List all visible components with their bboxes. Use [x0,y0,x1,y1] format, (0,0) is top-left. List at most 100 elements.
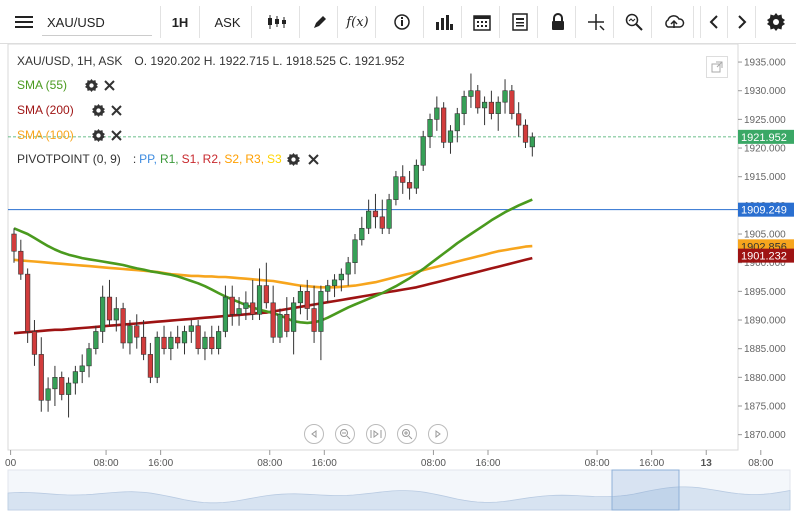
candle-body [188,325,194,332]
navigator-window [611,469,680,511]
timeframe-button[interactable]: 1H [160,6,200,38]
symbol-input[interactable]: XAU/USD [42,12,152,36]
scroll-right-button[interactable] [728,6,756,38]
sma100-line [13,244,533,289]
current-price-tag: 1921.952 [741,132,787,144]
price-type-button[interactable]: ASK [204,6,252,38]
candle-body [318,291,324,332]
candle-body [379,216,385,229]
scroll-back-button[interactable] [304,424,324,444]
zoom-in-button[interactable] [397,424,417,444]
zoom-out-button[interactable] [335,424,355,444]
y-tick-label: 1930.000 [744,86,786,97]
sma100-settings-icon[interactable] [92,128,105,142]
candle-body [529,136,535,148]
sma100-close-icon[interactable] [111,129,122,141]
chart-type-button[interactable] [254,6,300,38]
pivot-item-label: S2, [224,152,243,166]
candle-body [427,119,433,137]
candle-body [25,273,31,332]
candle-body [59,377,65,395]
candle-body [413,164,419,189]
pivot-close-icon[interactable] [308,153,319,165]
draw-tool-button[interactable] [302,6,338,38]
candle-body [93,331,99,349]
pivot-item-label: S3 [267,152,282,166]
indicators-button[interactable]: f(x) [340,6,376,38]
candle-body [475,90,481,109]
candle-body [202,336,208,349]
candle-body [216,331,222,349]
hamburger-icon [15,16,33,28]
chevron-left-icon [709,15,718,29]
triangle-right-icon [435,430,441,438]
settings-button[interactable] [760,6,792,38]
zoom-button[interactable] [616,6,652,38]
info-button[interactable] [380,6,424,38]
price-chart[interactable]: 1870.000 1875.000 1880.000 1885.000 1890.000… [0,44,796,528]
y-tick-label: 1885.000 [744,344,786,355]
legend-ohlc: O. 1920.202 H. 1922.715 L. 1918.525 C. 1… [134,54,405,68]
candle-body [434,107,440,120]
candle-body [304,291,310,309]
y-tick-label: 1915.000 [744,172,786,183]
lock-button[interactable] [540,6,576,38]
candle-body [488,101,495,114]
crosshair-button[interactable] [578,6,614,38]
navigator-area [7,486,791,511]
candle-body [140,336,147,355]
pivot-items: PP, R1, S1, R2, S2, R3, S3 [139,152,285,166]
legend-pivot: PIVOTPOINT (0, 9) : PP, R1, S1, R2, S2, R3, S3 [17,152,319,166]
plot-frame [7,44,739,451]
candle-body [366,210,372,229]
current-price-tag-bg [738,129,794,144]
candle-body [454,113,460,132]
legend-sma55: SMA (55) [17,78,115,92]
scroll-left-button[interactable] [700,6,728,38]
y-tick-label: 1935.000 [744,58,786,69]
candle-body [481,101,488,109]
menu-button[interactable] [8,6,40,38]
function-icon: f(x) [346,14,369,30]
candle-body [372,210,379,218]
candle-body [31,331,38,355]
candle-body [447,130,454,143]
candle-body [495,101,501,114]
upload-button[interactable] [654,6,694,38]
candle-body [100,296,106,332]
sma200-close-icon[interactable] [111,104,122,116]
sma55-settings-icon[interactable] [85,78,98,92]
y-tick-label: 1875.000 [744,402,786,413]
pencil-icon [313,16,326,28]
scroll-forward-button[interactable] [428,424,448,444]
candle-body [72,371,78,384]
calendar-button[interactable] [464,6,500,38]
sma55-close-icon[interactable] [104,79,115,91]
info-icon [393,14,410,30]
candle-body [406,182,413,189]
bar-chart-icon [435,15,453,30]
sma200-settings-icon[interactable] [92,103,105,117]
x-tick-label: 16:00 [312,458,337,469]
sma200-price-tag-bg [738,248,794,263]
candle-body [338,273,344,281]
news-button[interactable] [502,6,538,38]
pivot-item-label: R2, [202,152,222,166]
candle-body [522,124,529,143]
pivot-item-label: R1, [159,152,179,166]
chart-area[interactable]: 1870.000 1875.000 1880.000 1885.000 1890.000… [0,44,796,528]
candle-body [209,336,215,349]
candle-body [345,262,351,275]
candle-body [250,302,256,315]
pivot-item-label: R3, [245,152,265,166]
chevron-right-icon [737,15,746,29]
pivot-settings-icon[interactable] [286,152,300,166]
volume-button[interactable] [426,6,462,38]
candle-body [11,233,17,252]
reset-zoom-button[interactable] [366,424,386,444]
maximize-button[interactable] [706,56,728,78]
x-tick-label: 08:00 [585,458,610,469]
pivot-label: PIVOTPOINT (0, 9) [17,152,121,166]
candle-body [52,377,58,390]
y-tick-label: 1900.000 [744,258,786,269]
